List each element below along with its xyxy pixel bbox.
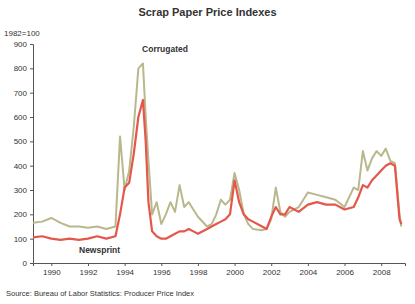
series-label: Newsprint xyxy=(79,245,120,255)
x-tick-label: 2008 xyxy=(373,268,391,277)
y-tick-mark xyxy=(30,166,33,167)
source: Source: Bureau of Labor Statistics: Prod… xyxy=(6,289,194,298)
y-tick-label: 0 xyxy=(23,259,28,268)
y-tick-label: 100 xyxy=(14,235,28,244)
y-tick: 300 xyxy=(14,186,33,195)
y-tick: 900 xyxy=(14,40,33,49)
y-tick: 700 xyxy=(14,89,33,98)
x-axis-line xyxy=(34,264,406,267)
series-label: Corrugated xyxy=(142,44,188,54)
subtitle: 1982=100 xyxy=(4,29,40,38)
y-tick-label: 600 xyxy=(14,113,28,122)
line-corrugated xyxy=(33,63,401,230)
x-tick-mark xyxy=(51,263,52,266)
x-tick-label: 1990 xyxy=(43,268,61,277)
x-tick-mark xyxy=(381,263,382,266)
x-tick: 2004 xyxy=(299,263,317,277)
line-newsprint xyxy=(33,100,401,240)
chart: Scrap Paper Price Indexes 1982=100 Source:… xyxy=(0,0,415,304)
y-tick-label: 400 xyxy=(14,162,28,171)
y-tick-label: 800 xyxy=(14,64,28,73)
y-tick-mark xyxy=(30,117,33,118)
y-axis: 0 100 200 300 400 500 600 700 800 900 xyxy=(14,40,34,268)
x-tick-mark xyxy=(161,263,162,266)
lines xyxy=(33,63,401,239)
x-tick: 2000 xyxy=(226,263,244,277)
y-tick-label: 500 xyxy=(14,137,28,146)
y-tick-mark xyxy=(30,190,33,191)
x-tick: 2002 xyxy=(263,263,281,277)
y-tick-mark xyxy=(30,68,33,69)
x-axis: 1990 1992 1994 1996 1998 2000 2002 2004 2006 2008 xyxy=(34,263,406,277)
y-tick-label: 900 xyxy=(14,40,28,49)
y-tick-mark xyxy=(30,44,33,45)
x-tick-mark xyxy=(345,263,346,266)
y-tick: 400 xyxy=(14,162,33,171)
x-tick: 1992 xyxy=(80,263,98,277)
y-tick-mark xyxy=(30,141,33,142)
y-tick-label: 200 xyxy=(14,210,28,219)
x-tick: 1998 xyxy=(190,263,208,277)
x-tick: 1996 xyxy=(153,263,171,277)
x-tick-mark xyxy=(308,263,309,266)
x-tick-label: 2004 xyxy=(299,268,317,277)
y-axis-line xyxy=(30,45,34,264)
y-tick-label: 300 xyxy=(14,186,28,195)
y-tick-mark xyxy=(30,214,33,215)
x-tick: 1990 xyxy=(43,263,61,277)
x-tick: 2008 xyxy=(373,263,391,277)
title: Scrap Paper Price Indexes xyxy=(138,6,276,18)
x-tick-label: 2002 xyxy=(263,268,281,277)
y-tick: 600 xyxy=(14,113,33,122)
x-tick-label: 1996 xyxy=(153,268,171,277)
y-tick-mark xyxy=(30,239,33,240)
x-tick-mark xyxy=(88,263,89,266)
x-tick-label: 1994 xyxy=(116,268,134,277)
x-tick: 2006 xyxy=(336,263,354,277)
y-tick: 500 xyxy=(14,137,33,146)
x-tick-label: 2006 xyxy=(336,268,354,277)
x-tick-mark xyxy=(271,263,272,266)
plot: 0 100 200 300 400 500 600 700 800 900 1990 1992 1994… xyxy=(14,40,406,277)
y-tick-mark xyxy=(30,93,33,94)
y-tick-label: 700 xyxy=(14,89,28,98)
y-tick: 0 xyxy=(23,259,33,268)
x-tick-label: 2000 xyxy=(226,268,244,277)
x-tick-mark xyxy=(235,263,236,266)
x-tick-label: 1992 xyxy=(80,268,98,277)
y-tick: 200 xyxy=(14,210,33,219)
x-tick: 1994 xyxy=(116,263,134,277)
x-tick-mark xyxy=(198,263,199,266)
y-tick-mark xyxy=(30,263,33,264)
x-tick-mark xyxy=(125,263,126,266)
y-tick: 100 xyxy=(14,235,33,244)
x-tick-label: 1998 xyxy=(190,268,208,277)
y-tick: 800 xyxy=(14,64,33,73)
